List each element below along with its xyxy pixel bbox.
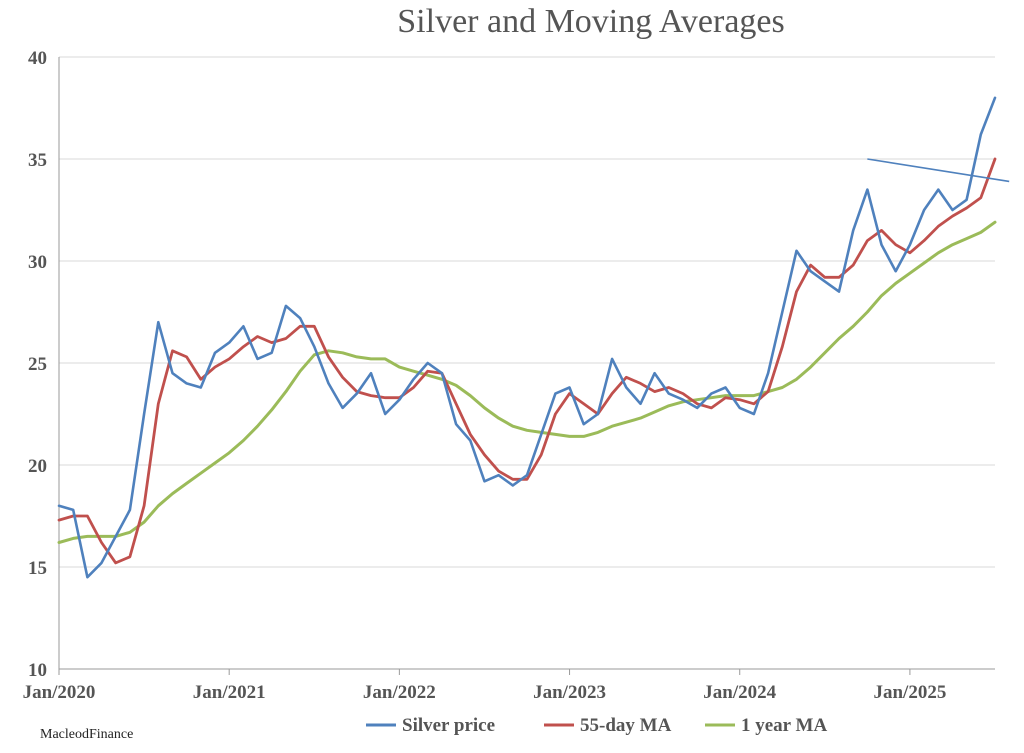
x-axis-tick-labels: Jan/2020 Jan/2021 Jan/2022 Jan/2023 Jan/2024…: [23, 669, 946, 703]
legend-label: Silver price: [402, 715, 495, 736]
x-tick-label: Jan/2023: [533, 682, 606, 703]
x-tick-label: Jan/2022: [363, 682, 436, 703]
y-tick-label: 30: [28, 252, 47, 273]
annotations: [867, 158, 1010, 183]
y-tick-label: 15: [28, 558, 47, 579]
legend-silver-price: Silver price: [366, 715, 495, 736]
ma-55-day-line: [57, 157, 997, 565]
series-lines: [57, 96, 997, 579]
x-tick-label: Jan/2024: [703, 682, 776, 703]
resistance-trend-line: [867, 158, 1010, 183]
legend-ma-1-year: 1 year MA: [705, 715, 827, 736]
gridlines: [58, 56, 995, 670]
silver-price-line: [57, 96, 997, 579]
y-axis-tick-labels: 10 15 20 25 30 35 40: [28, 48, 47, 681]
legend: Silver price 55-day MA 1 year MA: [366, 715, 827, 736]
ma-1-year-line: [57, 220, 997, 544]
x-tick-label: Jan/2025: [873, 682, 946, 703]
y-tick-label: 35: [28, 150, 47, 171]
legend-label: 1 year MA: [741, 715, 827, 736]
y-tick-label: 10: [28, 660, 47, 681]
chart-title: Silver and Moving Averages: [397, 3, 784, 40]
y-tick-label: 20: [28, 456, 47, 477]
legend-label: 55-day MA: [580, 715, 672, 736]
source-credit: MacleodFinance: [40, 727, 133, 742]
y-tick-label: 25: [28, 354, 47, 375]
x-tick-label: Jan/2021: [193, 682, 266, 703]
x-tick-label: Jan/2020: [23, 682, 96, 703]
legend-ma-55-day: 55-day MA: [544, 715, 672, 736]
y-tick-label: 40: [28, 48, 47, 69]
